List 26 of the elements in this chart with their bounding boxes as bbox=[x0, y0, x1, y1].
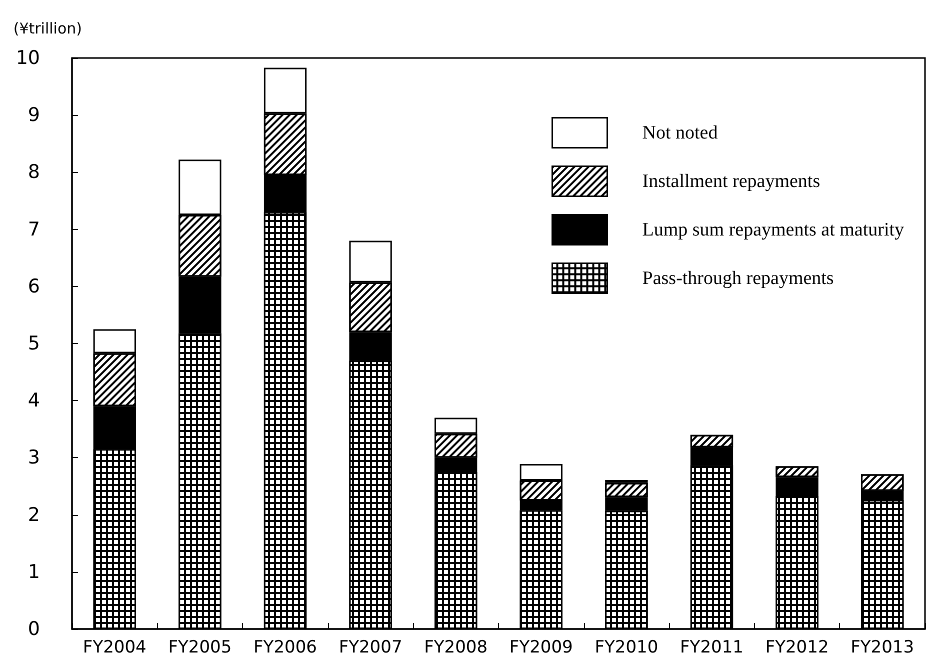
x-tick-label: FY2013 bbox=[850, 638, 914, 658]
y-tick-label: 6 bbox=[28, 275, 40, 298]
y-tick-label: 0 bbox=[28, 618, 40, 640]
legend-label: Installment repayments bbox=[642, 170, 820, 192]
x-tick-label: FY2005 bbox=[168, 638, 232, 658]
x-tick-label: FY2011 bbox=[680, 638, 744, 658]
y-tick-label: 9 bbox=[28, 104, 40, 126]
legend-label: Not noted bbox=[642, 122, 718, 144]
y-tick-label: 4 bbox=[28, 390, 40, 412]
x-tick-label: FY2004 bbox=[82, 638, 146, 658]
y-tick-label: 2 bbox=[28, 504, 40, 526]
x-tick-label: FY2012 bbox=[765, 638, 829, 658]
x-tick-label: FY2010 bbox=[594, 638, 658, 658]
y-tick-label: 7 bbox=[28, 218, 40, 240]
x-tick-label: FY2009 bbox=[509, 638, 573, 658]
x-tick-label: FY2008 bbox=[424, 638, 488, 658]
y-tick-label: 10 bbox=[16, 47, 40, 69]
x-tick-label: FY2006 bbox=[254, 638, 317, 658]
legend-label: Pass-through repayments bbox=[642, 268, 834, 289]
y-tick-label: 8 bbox=[28, 161, 40, 184]
y-axis-title: (¥trillion) bbox=[13, 20, 82, 38]
legend-label: Lump sum repayments at maturity bbox=[642, 219, 904, 240]
y-tick-label: 5 bbox=[28, 332, 40, 354]
x-tick-label: FY2007 bbox=[338, 638, 402, 658]
y-tick-label: 3 bbox=[28, 446, 40, 469]
y-tick-label: 1 bbox=[28, 560, 40, 583]
